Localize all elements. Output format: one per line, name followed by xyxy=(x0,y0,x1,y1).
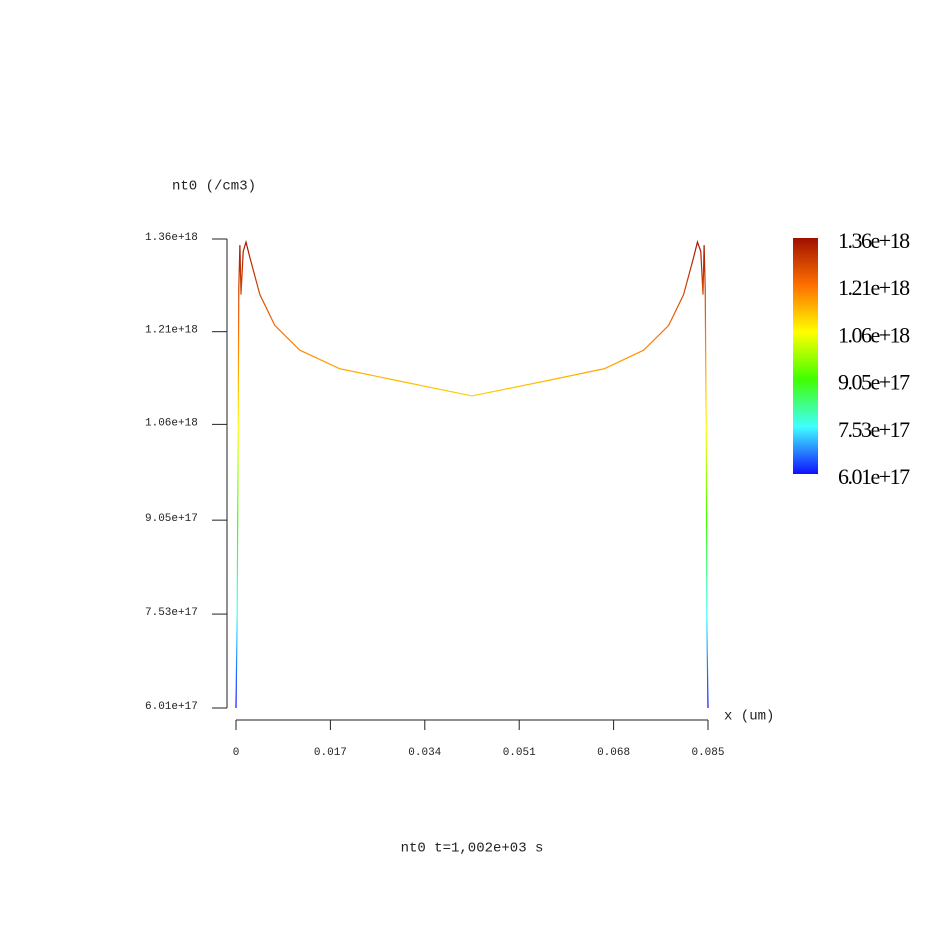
y-tick-label: 1.36e+18 xyxy=(145,232,198,244)
colorbar-label: 9.05e+17 xyxy=(838,370,910,395)
colorbar xyxy=(793,238,818,474)
x-tick-label: 0.034 xyxy=(408,747,441,759)
x-tick-label: 0.017 xyxy=(314,747,347,759)
x-tick-label: 0 xyxy=(233,747,240,759)
x-tick-label: 0.051 xyxy=(503,747,536,759)
y-tick-label: 1.06e+18 xyxy=(145,417,198,429)
data-line xyxy=(235,239,709,709)
colorbar-label: 6.01e+17 xyxy=(838,464,910,489)
colorbar-label: 1.36e+18 xyxy=(838,228,910,253)
y-tick-label: 6.01e+17 xyxy=(145,701,198,713)
x-tick-label: 0.068 xyxy=(597,747,630,759)
x-axis-label: x (um) xyxy=(724,709,774,725)
chart-title: nt0 t=1,002e+03 s xyxy=(401,841,544,857)
y-tick-label: 7.53e+17 xyxy=(145,607,198,619)
colorbar-label: 1.06e+18 xyxy=(838,322,910,347)
colorbar-label: 1.21e+18 xyxy=(838,275,910,300)
y-axis-label: nt0 (/cm3) xyxy=(172,179,256,195)
y-tick-label: 9.05e+17 xyxy=(145,513,198,525)
x-tick-label: 0.085 xyxy=(691,747,724,759)
y-tick-label: 1.21e+18 xyxy=(145,325,198,337)
colorbar-label: 7.53e+17 xyxy=(838,417,910,442)
